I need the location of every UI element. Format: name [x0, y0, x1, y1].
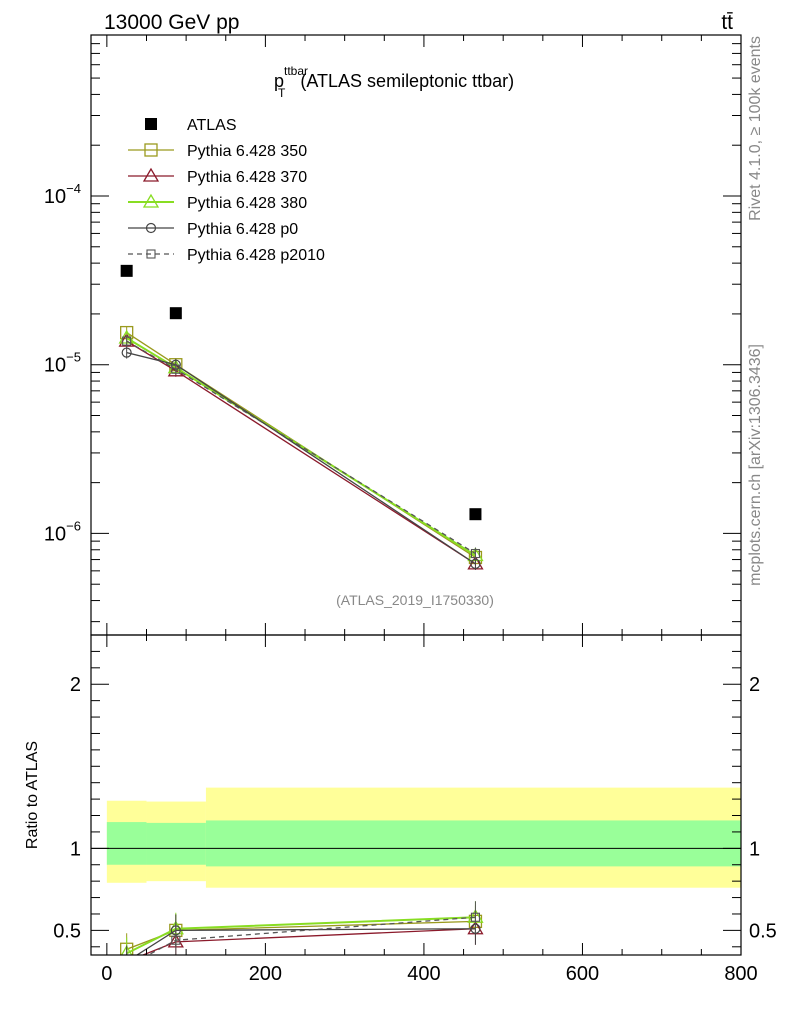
- x-tick-label-200: 200: [249, 963, 282, 985]
- legend-label-2: Pythia 6.428 380: [187, 195, 307, 212]
- x-tick-label-800: 800: [724, 963, 757, 985]
- data-point-0: [120, 264, 133, 277]
- y-tick-exponent-1: −5: [66, 350, 81, 365]
- series-point-3-0: [121, 347, 132, 358]
- process-label: tt̄: [721, 11, 733, 34]
- series-line-2: [126, 337, 476, 557]
- series-line-3: [126, 351, 476, 565]
- ratio-frame: [90, 634, 742, 956]
- series-point-4-1: [171, 364, 181, 374]
- legend-label-3: Pythia 6.428 p0: [187, 221, 298, 238]
- chart-title-sup: ttbar: [284, 64, 308, 78]
- chart-title-suffix: (ATLAS semileptonic ttbar): [295, 71, 514, 91]
- series-point-4-2: [470, 548, 481, 559]
- y-tick-mantissa-0: 10: [44, 523, 66, 545]
- ratio-bands: [91, 787, 741, 888]
- chart-title: pttbar T (ATLAS semileptonic ttbar): [274, 64, 514, 100]
- legend-marker-0: [144, 143, 158, 157]
- y-tick-mantissa-1: 10: [44, 355, 66, 377]
- legend-label-0: Pythia 6.428 350: [187, 143, 307, 160]
- ratio-tick-label-left-2: 2: [70, 674, 81, 696]
- ratio-point-4-1: [171, 935, 181, 945]
- mcplots-label: mcplots.cern.ch [arXiv:1306.3436]: [747, 344, 764, 586]
- y-tick-label-1: 10−5: [44, 350, 81, 377]
- legend-marker-2: [142, 193, 160, 208]
- energy-label: 13000 GeV pp: [104, 11, 239, 34]
- ratio-point-1-0: [125, 953, 128, 955]
- data-point-2: [469, 508, 482, 521]
- ratio-tick-label-left-1: 1: [70, 838, 81, 860]
- x-tick-label-0: 0: [101, 963, 112, 985]
- ratio-point-3-0: [122, 957, 131, 966]
- rivet-label: Rivet 4.1.0, ≥ 100k events: [747, 36, 764, 221]
- y-tick-label-0: 10−6: [44, 518, 81, 545]
- series-point-4-0: [122, 336, 132, 346]
- chart-title-main: p: [274, 71, 284, 91]
- ratio-ylabel: Ratio to ATLAS: [24, 741, 41, 849]
- x-tick-label-600: 600: [566, 963, 599, 985]
- ratio-tick-label-right-0.5: 0.5: [749, 920, 777, 942]
- stat-band-0: [106, 822, 147, 865]
- legend-marker-data: [145, 118, 157, 130]
- legend-label-1: Pythia 6.428 370: [187, 169, 307, 186]
- y-tick-mantissa-2: 10: [44, 186, 66, 208]
- x-tick-label-400: 400: [407, 963, 440, 985]
- ratio-point-4-2: [470, 912, 481, 922]
- legend-marker-3: [145, 222, 157, 234]
- legend: ATLAS Pythia 6.428 350 Pythia 6.428 370 Pyt…: [128, 117, 325, 264]
- ratio-tick-label-right-2: 2: [749, 674, 760, 696]
- ratio-tick-label-left-0.5: 0.5: [53, 920, 81, 942]
- ratio-point-4-0: [123, 962, 131, 970]
- main-series: [118, 264, 484, 570]
- ratio-series: [120, 901, 484, 970]
- y-tick-exponent-0: −6: [66, 518, 81, 533]
- stat-band-2: [205, 820, 741, 867]
- y-tick-exponent-2: −4: [66, 181, 81, 196]
- ratio-line-0: [126, 920, 476, 950]
- legend-label-4: Pythia 6.428 p2010: [187, 247, 325, 264]
- stat-band-1: [146, 822, 206, 865]
- legend-marker-1: [142, 167, 160, 182]
- series-line-1: [126, 340, 476, 565]
- data-point-1: [169, 307, 182, 320]
- analysis-id: (ATLAS_2019_I1750330): [336, 592, 494, 608]
- ratio-tick-label-right-1: 1: [749, 838, 760, 860]
- y-tick-label-2: 10−4: [44, 181, 81, 208]
- ratio-point-2-0: [120, 945, 133, 955]
- legend-label-data: ATLAS: [187, 117, 237, 134]
- chart-title-sub: T: [278, 86, 286, 100]
- legend-marker-4: [146, 249, 156, 259]
